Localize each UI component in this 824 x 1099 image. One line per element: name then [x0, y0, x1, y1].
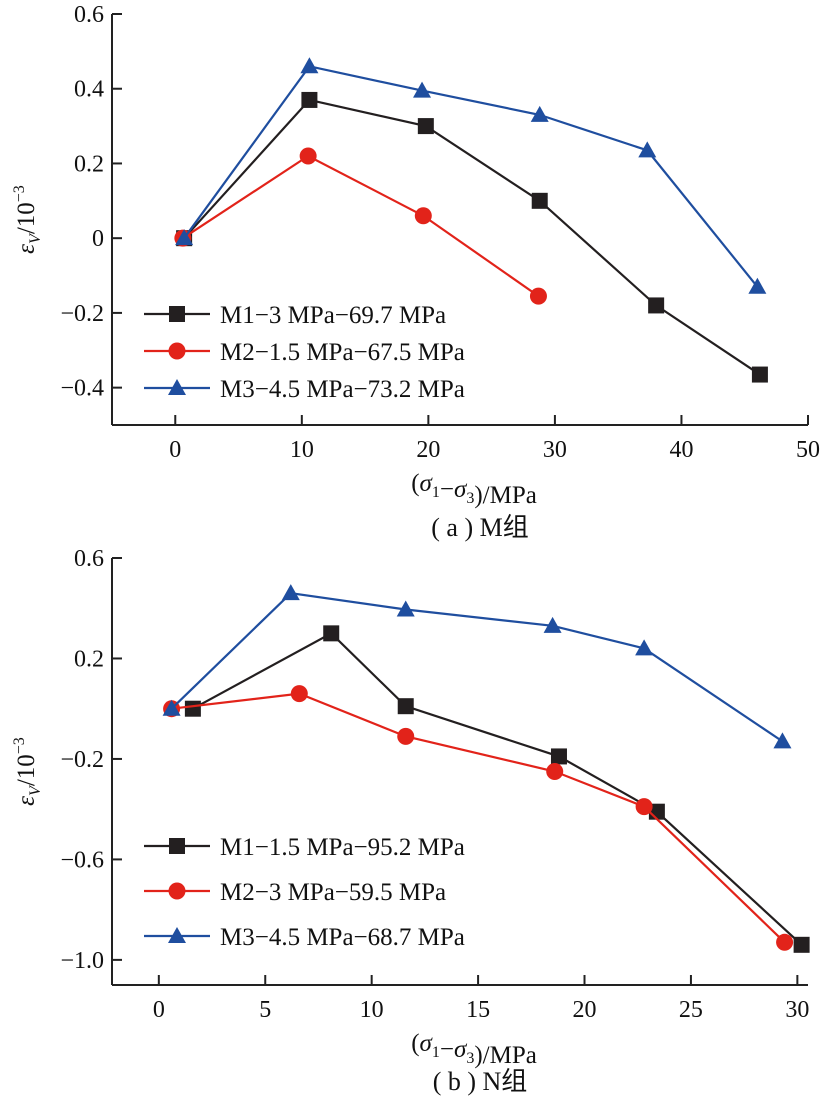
legend-circle-marker: [168, 342, 186, 360]
series-line: [192, 631, 803, 946]
x-tick-label: 0: [153, 997, 165, 1023]
legend-square-marker: [169, 838, 185, 854]
x-tick-label: 25: [679, 997, 703, 1023]
data-point-triangle: [413, 81, 432, 98]
legend-triangle-marker: [168, 379, 186, 395]
legend-square-marker: [169, 306, 185, 322]
series-circle-group: [174, 147, 547, 305]
series-line: [183, 98, 761, 376]
y-tick-label: −0.6: [60, 847, 104, 873]
data-point-square: [751, 366, 768, 383]
data-point-circle: [414, 207, 432, 225]
x-tick-label: 30: [543, 437, 567, 463]
legend-label: M3−4.5 MPa−73.2 MPa: [220, 376, 465, 403]
legend-label: M2−1.5 MPa−67.5 MPa: [220, 339, 465, 366]
x-tick-label: 10: [290, 437, 314, 463]
x-tick-label: 20: [416, 437, 440, 463]
series-triangle-group: [175, 57, 767, 294]
data-point-circle: [290, 685, 308, 703]
panel-caption: ( b ) N组: [433, 1067, 528, 1096]
data-point-triangle: [748, 277, 767, 294]
data-point-triangle: [300, 57, 319, 74]
legend-triangle-marker: [168, 927, 186, 943]
legend-label: M3−4.5 MPa−68.7 MPa: [220, 924, 465, 951]
legend-entry: M2−1.5 MPa−67.5 MPa: [144, 339, 465, 366]
data-point-circle: [776, 933, 794, 951]
y-tick-label: 0: [92, 226, 104, 252]
data-point-triangle: [543, 616, 562, 633]
data-point-square: [550, 748, 567, 765]
x-tick-label: 30: [785, 997, 809, 1023]
data-point-triangle: [635, 639, 654, 656]
y-tick-label: 0.2: [74, 646, 104, 672]
data-point-square: [397, 698, 414, 715]
legend-entry: M3−4.5 MPa−68.7 MPa: [144, 924, 465, 951]
x-tick-label: 0: [169, 437, 181, 463]
x-tick-label: 10: [360, 997, 384, 1023]
data-point-triangle: [162, 699, 181, 716]
panel-caption: ( a ) M组: [431, 513, 528, 542]
x-axis-title: (σ1−σ3)/MPa: [411, 470, 537, 509]
series-triangle-group: [162, 584, 792, 749]
legend-entry: M1−3 MPa−69.7 MPa: [144, 302, 446, 329]
y-axis-title: εV/10−3: [11, 737, 44, 806]
x-tick-label: 20: [573, 997, 597, 1023]
data-point-square: [417, 118, 434, 135]
legend-entry: M1−1.5 MPa−95.2 MPa: [144, 834, 465, 861]
chart-panel-a: 0.6 0.4 0.2 0 −0.2 −0.4 0 10 20 30 40 50 (σ1−σ3)/MPa…: [11, 2, 820, 542]
chart-panel-b: 0.6 0.2 −0.2 −0.6 −1.0 0 5 10 15 20 25 30 (σ1−σ3)/MP…: [11, 546, 810, 1096]
data-point-square: [184, 700, 201, 717]
x-tick-label: 50: [796, 437, 820, 463]
y-axis-title: εV/10−3: [11, 185, 44, 254]
data-point-square: [531, 192, 548, 209]
x-tick-label: 15: [466, 997, 490, 1023]
legend-entry: M3−4.5 MPa−73.2 MPa: [144, 376, 465, 403]
x-axis-title: (σ1−σ3)/MPa: [411, 1030, 537, 1069]
data-point-triangle: [281, 584, 300, 601]
y-tick-label: 0.6: [74, 2, 104, 28]
x-tick-label: 5: [259, 997, 271, 1023]
series-line: [183, 65, 759, 288]
data-point-triangle: [773, 732, 792, 749]
data-point-square: [301, 91, 318, 108]
series-square-group: [184, 625, 810, 953]
data-point-square: [323, 625, 340, 642]
y-tick-label: −0.2: [60, 301, 104, 327]
data-point-triangle: [530, 105, 549, 122]
series-line: [170, 591, 784, 743]
data-point-circle: [397, 727, 415, 745]
data-point-triangle: [175, 229, 194, 246]
data-point-triangle: [396, 600, 415, 617]
series-circle-group: [163, 685, 794, 951]
y-tick-label: 0.4: [74, 77, 104, 103]
y-tick-label: −0.4: [60, 376, 104, 402]
y-tick-label: 0.2: [74, 151, 104, 177]
data-point-circle: [546, 763, 564, 780]
series-line: [182, 154, 540, 297]
x-tick-label: 40: [669, 437, 693, 463]
legend-circle-marker: [168, 882, 186, 900]
data-point-triangle: [638, 141, 657, 158]
y-tick-label: −0.2: [60, 747, 104, 773]
data-point-square: [648, 297, 665, 314]
y-tick-label: 0.6: [74, 546, 104, 572]
data-point-square: [793, 936, 810, 953]
series-line: [171, 692, 786, 944]
legend-label: M2−3 MPa−59.5 MPa: [220, 879, 446, 906]
legend-entry: M2−3 MPa−59.5 MPa: [144, 879, 446, 906]
data-point-circle: [299, 147, 317, 165]
y-tick-label: −1.0: [60, 948, 104, 974]
data-point-circle: [529, 287, 547, 305]
data-point-circle: [635, 798, 653, 816]
legend-label: M1−1.5 MPa−95.2 MPa: [220, 834, 465, 861]
legend-label: M1−3 MPa−69.7 MPa: [220, 302, 446, 329]
